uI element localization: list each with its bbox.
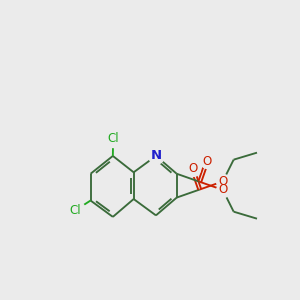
Text: Cl: Cl (70, 204, 81, 217)
Text: N: N (150, 149, 161, 162)
Text: O: O (218, 175, 227, 188)
Text: O: O (188, 162, 197, 175)
Text: O: O (202, 154, 211, 168)
Text: O: O (218, 183, 227, 196)
Text: Cl: Cl (107, 132, 119, 145)
